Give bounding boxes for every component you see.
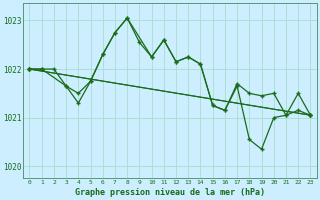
X-axis label: Graphe pression niveau de la mer (hPa): Graphe pression niveau de la mer (hPa) <box>75 188 265 197</box>
